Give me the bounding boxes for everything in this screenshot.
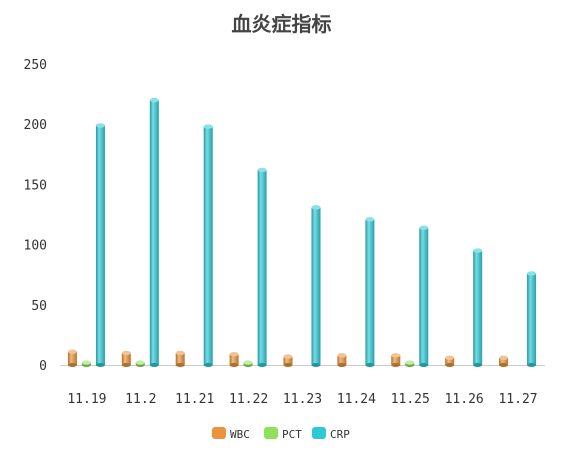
bar-wbc[interactable]	[175, 350, 185, 367]
y-tick-label: 250	[24, 58, 47, 73]
legend-item-wbc[interactable]: WBC	[212, 427, 250, 441]
bar-wbc[interactable]	[391, 353, 401, 367]
y-tick-label: 200	[24, 118, 47, 133]
legend-item-crp[interactable]: CRP	[312, 427, 350, 441]
bar-crp[interactable]	[419, 225, 429, 367]
y-tick-label: 50	[31, 299, 47, 314]
legend-label: CRP	[330, 428, 350, 441]
x-tick-label: 11.23	[283, 392, 322, 407]
y-tick-label: 150	[24, 178, 47, 193]
legend-item-pct[interactable]: PCT	[264, 427, 302, 441]
bar-wbc[interactable]	[337, 353, 347, 367]
legend: WBC PCT CRP	[212, 427, 350, 441]
x-tick-label: 11.21	[175, 392, 214, 407]
bar-wbc[interactable]	[67, 349, 77, 367]
x-tick-label: 11.19	[67, 392, 106, 407]
x-tick-label: 11.22	[229, 392, 268, 407]
x-tick-label: 11.26	[445, 392, 484, 407]
bar-wbc[interactable]	[445, 355, 455, 367]
x-tick-label: 11.27	[498, 392, 537, 407]
bar-crp[interactable]	[473, 248, 483, 367]
bar-crp[interactable]	[527, 271, 537, 367]
legend-swatch	[212, 427, 226, 439]
x-tick-label: 11.24	[337, 392, 376, 407]
y-axis: 0 50 100 150 200 250	[24, 58, 47, 374]
bar-crp[interactable]	[365, 217, 375, 367]
bar-wbc[interactable]	[499, 355, 509, 367]
bar-crp[interactable]	[95, 123, 105, 367]
x-tick-label: 11.25	[391, 392, 430, 407]
y-tick-label: 100	[24, 239, 47, 254]
bar-pct[interactable]	[135, 360, 145, 367]
legend-label: WBC	[230, 428, 250, 441]
chart-title: 血炎症指标	[231, 12, 332, 36]
y-tick-label: 0	[39, 359, 47, 374]
bar-pct[interactable]	[243, 360, 253, 367]
bar-wbc[interactable]	[229, 351, 239, 367]
x-axis: 11.19 11.2 11.21 11.22 11.23 11.24 11.25 11.26 1…	[60, 365, 545, 407]
legend-label: PCT	[282, 428, 302, 441]
legend-swatch	[264, 427, 278, 439]
bar-crp[interactable]	[203, 124, 213, 367]
legend-swatch	[312, 427, 326, 439]
bar-crp[interactable]	[149, 97, 159, 367]
bar-wbc[interactable]	[283, 354, 293, 367]
bar-pct[interactable]	[405, 360, 415, 367]
bars	[67, 97, 537, 367]
bar-pct[interactable]	[81, 360, 91, 367]
bar-wbc[interactable]	[121, 350, 131, 367]
x-tick-label: 11.2	[125, 392, 156, 407]
bar-crp[interactable]	[311, 205, 321, 367]
bar-crp[interactable]	[257, 167, 267, 367]
